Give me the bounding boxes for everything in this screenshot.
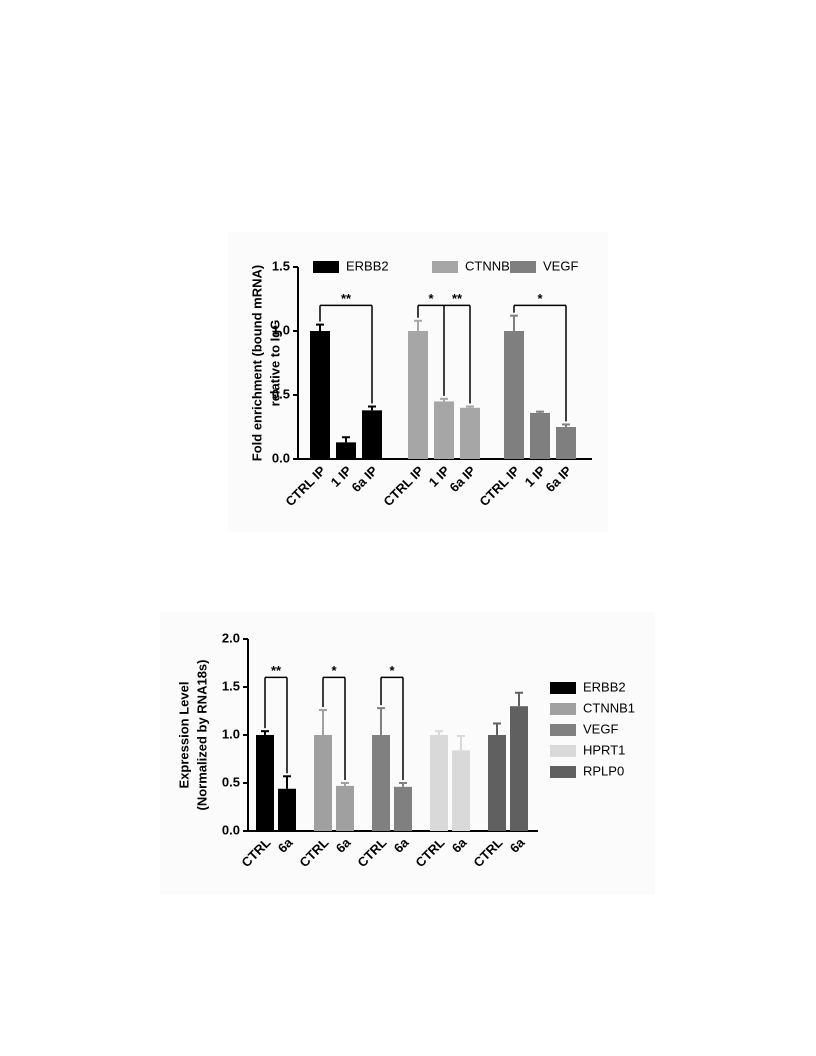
y-tick-label: 0.0: [272, 450, 290, 465]
bar: [372, 735, 390, 831]
significance-label: *: [331, 663, 337, 678]
bar: [408, 331, 428, 459]
y-axis-label: (Normalized by RNA18s): [194, 660, 209, 811]
legend-label: VEGF: [543, 258, 578, 273]
bar: [310, 331, 330, 459]
legend-label: RPLP0: [583, 763, 624, 778]
bar: [510, 706, 528, 831]
y-axis-label: Fold enrichment (bound mRNA): [249, 265, 264, 461]
significance-label: *: [389, 663, 395, 678]
legend-label: VEGF: [583, 721, 618, 736]
significance-label: **: [341, 291, 352, 306]
y-axis-label: relative to IgG: [267, 320, 282, 407]
bar: [530, 412, 550, 459]
legend-label: ERBB2: [583, 679, 626, 694]
legend-swatch: [550, 703, 576, 715]
y-tick-label: 1.5: [222, 678, 240, 693]
legend-label: HPRT1: [583, 742, 625, 757]
legend-swatch: [550, 682, 576, 694]
bar: [278, 788, 296, 831]
legend-swatch: [550, 745, 576, 757]
significance-label: **: [452, 291, 463, 306]
y-axis-label: Expression Level: [176, 682, 191, 789]
y-tick-label: 1.0: [272, 322, 290, 337]
bar: [488, 735, 506, 831]
significance-label: *: [428, 291, 434, 306]
legend-swatch: [313, 261, 339, 273]
bar: [362, 410, 382, 459]
bar: [504, 331, 524, 459]
significance-label: **: [271, 663, 282, 678]
bar: [314, 735, 332, 831]
y-tick-label: 0.5: [272, 386, 290, 401]
bar: [256, 735, 274, 831]
bar: [452, 750, 470, 831]
bar: [430, 735, 448, 831]
bar: [556, 427, 576, 459]
legend-swatch: [550, 766, 576, 778]
bar: [434, 401, 454, 459]
legend-swatch: [432, 261, 458, 273]
legend-label: CTNNB1: [583, 700, 635, 715]
bar: [394, 786, 412, 831]
legend-swatch: [550, 724, 576, 736]
y-tick-label: 1.0: [222, 726, 240, 741]
legend-label: ERBB2: [346, 258, 389, 273]
legend-swatch: [510, 261, 536, 273]
y-tick-label: 2.0: [222, 630, 240, 645]
y-tick-label: 0.5: [222, 774, 240, 789]
chart-background: [160, 612, 655, 894]
y-tick-label: 1.5: [272, 258, 290, 273]
bar: [336, 442, 356, 459]
legend-label: CTNNB1: [465, 258, 517, 273]
significance-label: *: [537, 291, 543, 306]
y-tick-label: 0.0: [222, 822, 240, 837]
bar: [460, 407, 480, 459]
bar: [336, 785, 354, 831]
